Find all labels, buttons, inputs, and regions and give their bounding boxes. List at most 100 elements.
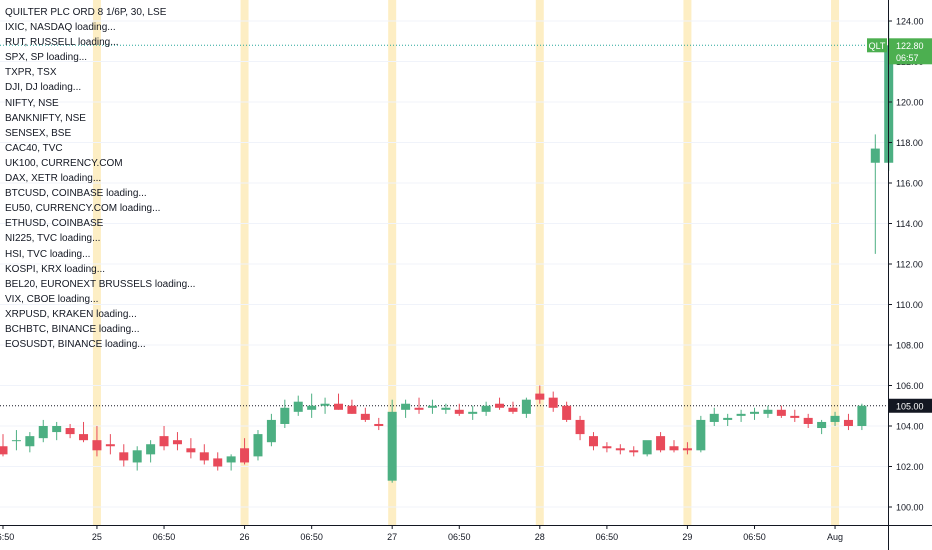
candle[interactable]	[615, 444, 625, 455]
y-tick-label: 106.00	[896, 381, 924, 391]
candle[interactable]	[253, 430, 263, 461]
candle[interactable]	[266, 413, 276, 447]
candle[interactable]	[186, 438, 196, 459]
candle[interactable]	[320, 397, 330, 414]
legend-item[interactable]: RUT, RUSSELL loading...	[5, 37, 119, 49]
candle[interactable]	[803, 413, 813, 429]
symbol-tag-label: QLT	[869, 41, 886, 51]
candles[interactable]	[0, 21, 894, 483]
legend-item[interactable]: NIFTY, NSE	[5, 97, 59, 109]
candle[interactable]	[669, 440, 679, 453]
y-axis-labels[interactable]: 100.00 102.00 104.00 106.00 108.00 110.00 112.…	[888, 17, 924, 513]
candle[interactable]	[159, 426, 169, 451]
candle[interactable]	[656, 432, 666, 453]
candle[interactable]	[213, 452, 223, 471]
legend-item[interactable]: DAX, XETR loading...	[5, 173, 102, 185]
legend-item[interactable]: IXIC, NASDAQ loading...	[5, 22, 116, 34]
legend-item[interactable]: EOSUSDT, BINANCE loading...	[5, 339, 146, 351]
candle[interactable]	[374, 417, 384, 431]
candle[interactable]	[25, 432, 35, 453]
candle[interactable]	[468, 405, 478, 420]
candle[interactable]	[441, 403, 451, 414]
candle[interactable]	[870, 134, 880, 254]
candle[interactable]	[347, 399, 357, 414]
candle[interactable]	[172, 432, 182, 451]
candle[interactable]	[682, 442, 692, 455]
candle[interactable]	[548, 391, 558, 412]
legend-item[interactable]: BCHBTC, BINANCE loading...	[5, 323, 140, 335]
candle-body	[293, 401, 303, 412]
candle[interactable]	[495, 397, 505, 410]
legend-item[interactable]: HSI, TVC loading...	[5, 248, 91, 260]
candle[interactable]	[38, 419, 48, 443]
legend-item[interactable]: XRPUSD, KRAKEN loading...	[5, 308, 137, 320]
y-tick-label: 112.00	[896, 260, 923, 270]
candle[interactable]	[817, 419, 827, 435]
candle[interactable]	[602, 442, 612, 453]
candle[interactable]	[857, 403, 867, 431]
candle[interactable]	[763, 405, 773, 418]
candle[interactable]	[776, 405, 786, 418]
candle[interactable]	[307, 393, 317, 418]
candle[interactable]	[92, 426, 102, 457]
candle[interactable]	[750, 407, 760, 420]
candle[interactable]	[199, 444, 209, 465]
legend-item[interactable]: DJI, DJ loading...	[5, 82, 82, 94]
candle[interactable]	[65, 423, 75, 439]
candle[interactable]	[0, 434, 8, 457]
legend-item[interactable]: ETHUSD, COINBASE	[5, 218, 104, 230]
x-axis-labels[interactable]: 06:50 25 06:50 26 06:50 27 06:50 28 06:50 29 06:50…	[0, 525, 843, 542]
candle[interactable]	[629, 446, 639, 457]
candle[interactable]	[830, 411, 840, 426]
candle[interactable]	[575, 415, 585, 441]
candle[interactable]	[642, 440, 652, 457]
candle[interactable]	[146, 440, 156, 463]
candle[interactable]	[105, 434, 115, 455]
candle[interactable]	[427, 399, 437, 414]
legend-item[interactable]: SENSEX, BSE	[5, 127, 72, 139]
legend-item[interactable]: BANKNIFTY, NSE	[5, 112, 86, 124]
legend-item[interactable]: CAC40, TVC	[5, 142, 63, 154]
candle[interactable]	[52, 421, 62, 441]
candle[interactable]	[588, 432, 598, 451]
candle[interactable]	[454, 403, 464, 416]
candle[interactable]	[387, 399, 397, 483]
candle-body	[360, 413, 370, 420]
legend-item[interactable]: SPX, SP loading...	[5, 52, 88, 64]
symbol-tag-bg	[867, 38, 887, 53]
legend-item[interactable]: EU50, CURRENCY.COM loading...	[5, 203, 161, 215]
candle[interactable]	[481, 401, 491, 416]
candle[interactable]	[723, 413, 733, 426]
candle[interactable]	[240, 438, 250, 465]
legend-item[interactable]: VIX, CBOE loading...	[5, 293, 99, 305]
legend-item[interactable]: NI225, TVC loading...	[5, 233, 101, 245]
candle[interactable]	[79, 421, 89, 443]
legend-item[interactable]: KOSPI, KRX loading...	[5, 263, 106, 275]
candle[interactable]	[535, 385, 545, 404]
candle[interactable]	[562, 401, 572, 422]
candle[interactable]	[790, 409, 800, 422]
candle[interactable]	[401, 399, 411, 418]
candle[interactable]	[843, 413, 853, 431]
candle[interactable]	[508, 401, 518, 414]
chart-title[interactable]: QUILTER PLC ORD 8 1/6P, 30, LSE	[5, 7, 167, 18]
candle[interactable]	[709, 407, 719, 426]
legend-item[interactable]: UK100, CURRENCY.COM	[5, 157, 123, 169]
legend-item[interactable]: TXPR, TSX	[5, 67, 57, 79]
candle[interactable]	[293, 395, 303, 416]
candle[interactable]	[521, 397, 531, 418]
candle[interactable]	[736, 409, 746, 422]
candle[interactable]	[696, 415, 706, 453]
legend-item[interactable]: BEL20, EURONEXT BRUSSELS loading...	[5, 278, 196, 290]
candle[interactable]	[360, 407, 370, 422]
candle[interactable]	[11, 430, 21, 451]
candle[interactable]	[119, 444, 129, 467]
candle[interactable]	[414, 397, 424, 414]
candle[interactable]	[334, 393, 343, 410]
candle[interactable]	[132, 446, 142, 471]
candle[interactable]	[280, 399, 290, 429]
candle[interactable]	[226, 454, 236, 471]
legend-item[interactable]: BTCUSD, COINBASE loading...	[5, 188, 147, 200]
